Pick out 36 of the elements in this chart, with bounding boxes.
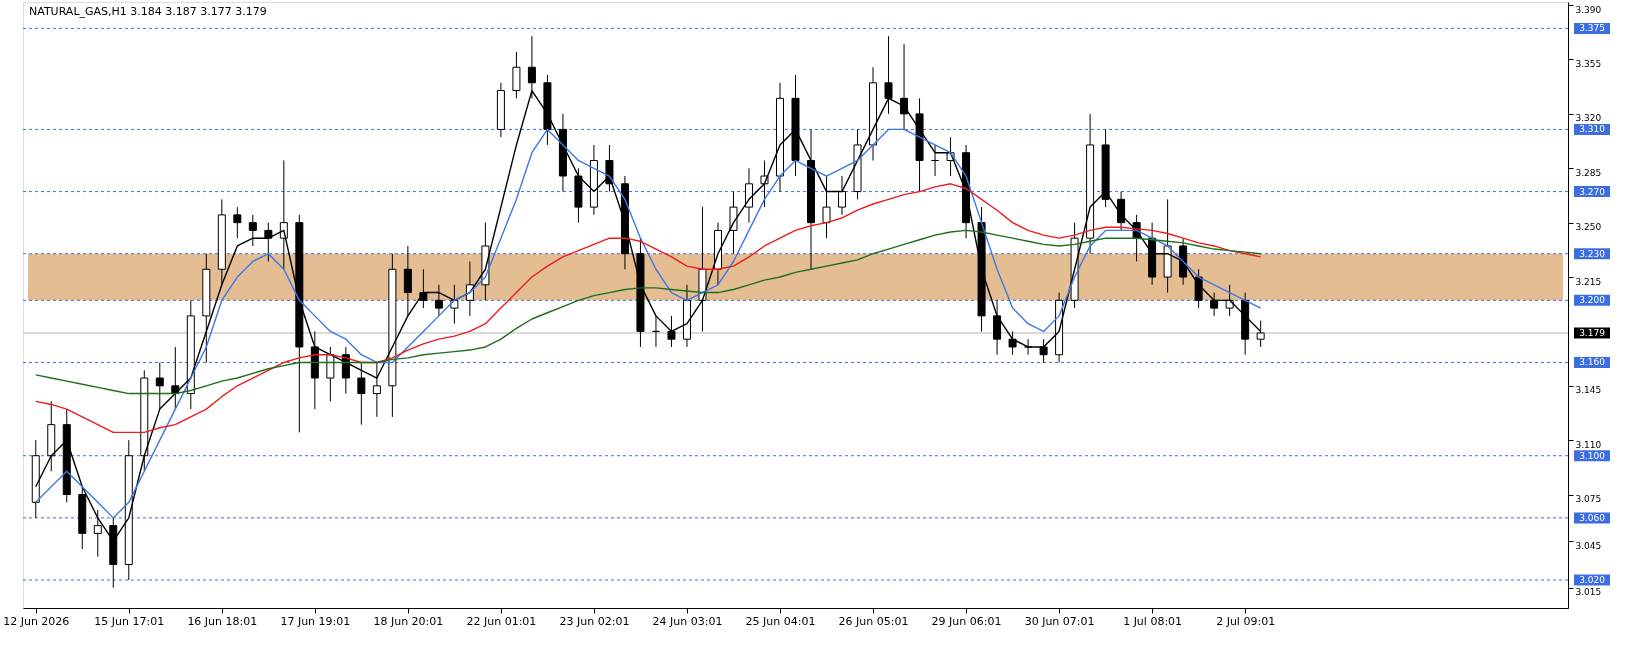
y-tick-label: 3.215 (1575, 276, 1602, 287)
x-tick-label: 15 Jun 17:01 (94, 614, 165, 628)
ref-line-label: 3.179 (1579, 327, 1606, 338)
y-tick-label: 3.355 (1575, 58, 1602, 69)
ref-line-label: 3.100 (1579, 450, 1606, 461)
y-tick-label: 3.320 (1575, 113, 1602, 124)
y-tick-label: 3.390 (1575, 4, 1602, 15)
chart-title: NATURAL_GAS,H1 3.184 3.187 3.177 3.179 (29, 5, 267, 18)
y-tick-label: 3.045 (1575, 540, 1602, 551)
y-tick-label: 3.285 (1575, 167, 1602, 178)
y-tick-label: 3.110 (1575, 439, 1602, 450)
ref-line-label: 3.270 (1579, 186, 1606, 197)
ref-line-label: 3.060 (1579, 512, 1606, 523)
x-tick-label: 24 Jun 03:01 (652, 614, 723, 628)
x-tick-label: 16 Jun 18:01 (187, 614, 258, 628)
ref-line-label: 3.160 (1579, 357, 1606, 368)
x-tick-label: 22 Jun 01:01 (466, 614, 537, 628)
x-tick-label: 25 Jun 04:01 (745, 614, 816, 628)
x-tick-label: 29 Jun 06:01 (931, 614, 1002, 628)
x-tick-label: 2 Jul 09:01 (1216, 614, 1276, 628)
x-tick-label: 23 Jun 02:01 (559, 614, 630, 628)
x-tick-label: 26 Jun 05:01 (838, 614, 909, 628)
y-tick-label: 3.250 (1575, 222, 1602, 233)
x-tick-label: 1 Jul 08:01 (1123, 614, 1183, 628)
ref-line-label: 3.375 (1579, 23, 1605, 34)
x-tick-label: 12 Jun 2026 (3, 614, 70, 628)
x-tick-label: 18 Jun 20:01 (373, 614, 444, 628)
ref-line-label: 3.200 (1579, 295, 1606, 306)
ref-line-label: 3.020 (1579, 575, 1606, 586)
x-tick-label: 30 Jun 07:01 (1024, 614, 1095, 628)
x-tick-label: 17 Jun 19:01 (280, 614, 351, 628)
y-tick-label: 3.075 (1575, 494, 1602, 505)
y-tick-label: 3.015 (1575, 587, 1602, 598)
y-tick-label: 3.145 (1575, 385, 1602, 396)
ref-line-label: 3.230 (1579, 248, 1606, 259)
ref-line-label: 3.310 (1579, 124, 1606, 135)
